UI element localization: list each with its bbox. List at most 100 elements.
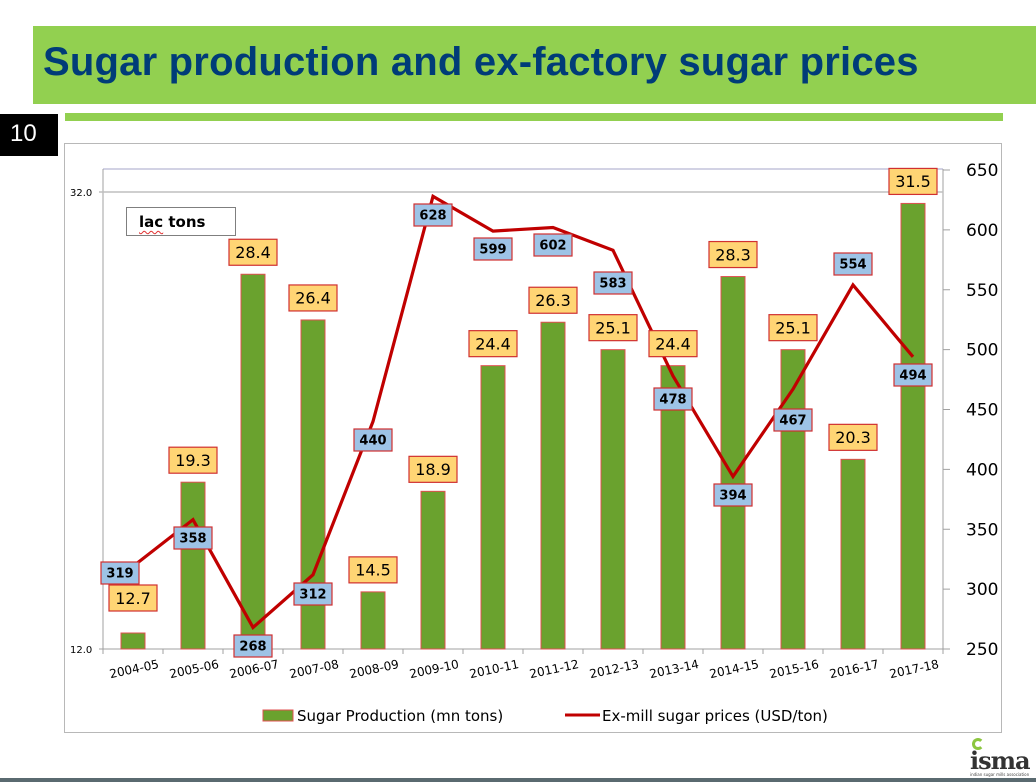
bar-label-text: 26.4 — [295, 289, 331, 308]
bar — [780, 349, 806, 650]
logo-wordmark: isma — [970, 746, 1031, 775]
bar-label: 25.1 — [588, 314, 638, 342]
x-tick-label: 2009-10 — [408, 657, 460, 681]
bar-label-text: 26.3 — [535, 291, 571, 310]
unit-annotation-rest: tons — [163, 213, 206, 231]
bar — [120, 632, 146, 650]
line-label: 467 — [773, 408, 813, 432]
line-label-box — [653, 387, 693, 411]
x-tick-labels: 2004-05 2005-06 2006-07 2007-08 2008-09 2009-… — [108, 657, 940, 681]
bar — [600, 349, 626, 650]
bar-label-box — [828, 423, 878, 451]
x-tick-label: 2011-12 — [528, 657, 580, 681]
bar-label: 18.9 — [408, 455, 458, 483]
bar-label-box — [348, 556, 398, 584]
right-tick-label: 600 — [966, 221, 998, 241]
x-tick-label: 2007-08 — [288, 657, 340, 681]
bar-label: 14.5 — [348, 556, 398, 584]
line-label-box — [833, 252, 873, 276]
line-label-box — [713, 483, 753, 507]
legend: Sugar Production (mn tons) Ex-mill sugar … — [262, 707, 828, 725]
legend-bar-label: Sugar Production (mn tons) — [297, 707, 503, 725]
line-label-text: 602 — [539, 239, 566, 254]
right-tick-label: 300 — [966, 580, 998, 600]
logo-tagline: indian sugar mills association — [970, 772, 1030, 777]
line-label-box — [353, 428, 393, 452]
bar-label: 28.3 — [708, 240, 758, 269]
line-series — [132, 193, 915, 630]
line-label-text: 467 — [779, 414, 806, 429]
bar-label-text: 25.1 — [775, 318, 811, 337]
line-label-box — [173, 526, 213, 550]
line-label-box — [413, 203, 453, 227]
line-label-text: 440 — [359, 434, 386, 449]
line-label: 319 — [100, 561, 140, 585]
x-tick-label: 2014-15 — [708, 657, 760, 681]
line-data-labels: 319 358 268 312 440 628 599 602 583 478 394 467 554 4… — [100, 203, 933, 658]
bar-label-text: 18.9 — [415, 460, 451, 479]
slide-number: 10 — [0, 114, 58, 156]
bar-label-box — [108, 584, 158, 612]
line-label-text: 268 — [239, 640, 266, 655]
line-label-box — [773, 408, 813, 432]
bar — [540, 321, 566, 650]
x-tick-label: 2017-18 — [888, 657, 940, 681]
line-label: 602 — [533, 233, 573, 257]
unit-annotation: lac tons — [126, 207, 236, 236]
line-label: 358 — [173, 526, 213, 550]
right-tick-label: 350 — [966, 520, 998, 540]
line-label-text: 312 — [299, 588, 326, 603]
bar-label: 20.3 — [828, 423, 878, 451]
bar — [480, 365, 506, 650]
line-label: 268 — [233, 634, 273, 658]
slide-title: Sugar production and ex-factory sugar pr… — [43, 40, 919, 84]
line-label: 494 — [893, 363, 933, 387]
x-tick-label: 2005-06 — [168, 657, 220, 681]
line-label-text: 628 — [419, 209, 446, 224]
left-tick-label: 32.0 — [70, 188, 92, 199]
line-label: 440 — [353, 428, 393, 452]
right-tick-label: 250 — [966, 640, 998, 660]
bar — [900, 202, 926, 650]
right-tick-label: 400 — [966, 460, 998, 480]
bar — [240, 273, 266, 650]
bar-label-box — [168, 446, 218, 474]
bar-label-box — [888, 167, 938, 196]
line-label: 599 — [473, 237, 513, 261]
bar-label: 24.4 — [468, 330, 518, 358]
line-label-text: 554 — [839, 258, 866, 273]
bar — [660, 365, 686, 650]
isma-logo: isma indian sugar mills association — [968, 738, 1036, 780]
bar-label: 25.1 — [768, 314, 818, 342]
bar-label-text: 31.5 — [895, 172, 931, 191]
accent-divider — [65, 113, 1003, 121]
line-label: 583 — [593, 271, 633, 295]
line-label-text: 599 — [479, 243, 506, 258]
line-label-text: 494 — [899, 369, 926, 384]
line-label: 554 — [833, 252, 873, 276]
line-label: 312 — [293, 582, 333, 606]
line-label-box — [533, 233, 573, 257]
bar — [420, 490, 446, 650]
bar-label-box — [288, 284, 338, 312]
bar-label-box — [528, 286, 578, 314]
y-tick-labels: 250 300 350 400 450 500 550 600 650 12.0 32.0 — [70, 161, 998, 660]
line-label-text: 583 — [599, 277, 626, 292]
bar-label-text: 28.4 — [235, 243, 271, 262]
bar — [360, 591, 386, 650]
line-label-box — [233, 634, 273, 658]
line-label-text: 319 — [106, 567, 133, 582]
bar-label-text: 24.4 — [475, 334, 511, 353]
unit-annotation-word: lac — [139, 213, 164, 231]
line-label-text: 478 — [659, 393, 686, 408]
line-label-box — [100, 561, 140, 585]
bar — [180, 481, 206, 650]
bar-label-box — [468, 330, 518, 358]
right-tick-label: 450 — [966, 401, 998, 421]
x-tick-label: 2010-11 — [468, 657, 520, 681]
bar-label: 19.3 — [168, 446, 218, 474]
title-bar: Sugar production and ex-factory sugar pr… — [33, 26, 1036, 104]
bar-label: 26.3 — [528, 286, 578, 314]
line-label-text: 358 — [179, 532, 206, 547]
line-label: 394 — [713, 483, 753, 507]
